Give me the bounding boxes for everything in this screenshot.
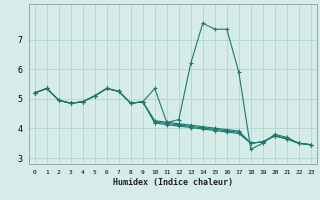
X-axis label: Humidex (Indice chaleur): Humidex (Indice chaleur): [113, 178, 233, 187]
